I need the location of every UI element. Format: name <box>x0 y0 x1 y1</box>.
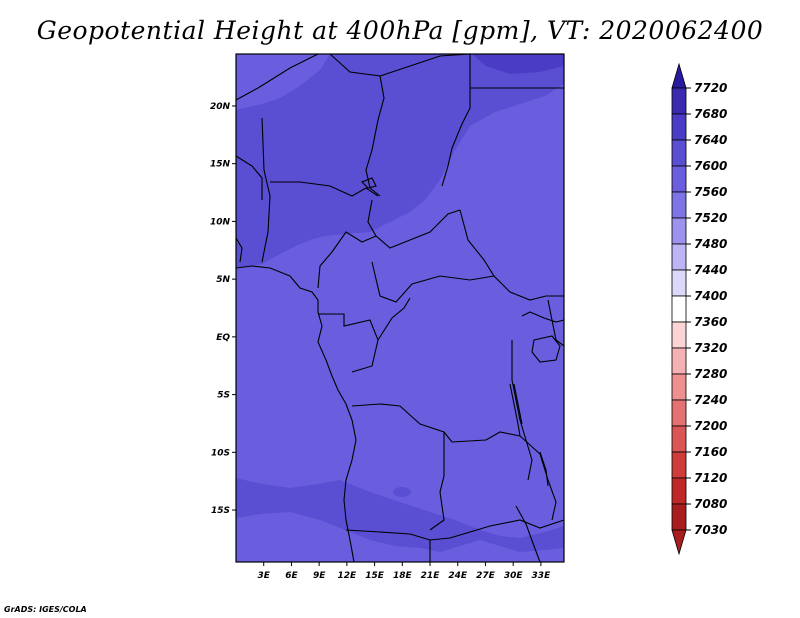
colorbar-tick-label: 7440 <box>694 263 727 277</box>
longitude-ticks: 3E 6E 9E 12E 15E 18E 21E 24E 27E 30E 33E <box>258 562 552 581</box>
border-nigeria-north <box>270 181 379 197</box>
colorbar-tick-label: 7030 <box>694 523 727 537</box>
colorbar-tick-label: 7360 <box>694 315 727 329</box>
border-drc-east <box>511 340 533 481</box>
colorbar-tick-label: 7560 <box>694 185 727 199</box>
colorbar-swatch <box>671 165 687 193</box>
colorbar-swatch <box>671 243 687 271</box>
map-panel: 20N 15N 10N 5N EQ 5S 10S 15S 3E 6E 9E 12E 15E 18E 21E… <box>210 53 565 581</box>
lake-victoria <box>531 335 561 363</box>
colorbar-swatch <box>671 425 687 453</box>
latitude-ticks: 20N 15N 10N 5N EQ 5S 10S 15S <box>210 102 236 516</box>
coastline-west-africa <box>235 265 357 563</box>
field-7600-north <box>236 54 564 268</box>
colorbar-tick-label: 7280 <box>694 367 727 381</box>
colorbar-swatch <box>671 347 687 375</box>
country-borders <box>235 53 565 563</box>
field-7640-northeast <box>472 54 564 74</box>
border-zambia <box>451 431 557 521</box>
field-7560-south-strip <box>236 512 564 562</box>
lon-tick-label: 12E <box>338 571 358 581</box>
colorbar-top-arrow <box>671 62 687 89</box>
colorbar-swatch <box>671 451 687 479</box>
lat-tick-label: EQ <box>216 333 230 343</box>
lon-tick-label: 15E <box>365 571 385 581</box>
lat-tick-label: 10S <box>211 448 230 458</box>
colorbar-tick-label: 7240 <box>694 393 727 407</box>
border-nigeria <box>261 117 271 263</box>
lake-tanganyika <box>509 383 523 437</box>
colorbar-swatch <box>671 373 687 401</box>
coast-ghana <box>235 237 243 263</box>
border-mozambique <box>515 505 541 563</box>
field-7560-northwest <box>236 54 330 110</box>
colorbar-tick-label: 7320 <box>694 341 727 355</box>
border-angola-north <box>351 403 453 443</box>
colorbar-tick-label: 7480 <box>694 237 727 251</box>
border-car-south <box>371 261 495 303</box>
lon-tick-label: 3E <box>258 571 271 581</box>
colorbar: 7720 7680 7640 7600 7560 7520 7480 7440 7400 7360… <box>671 62 727 556</box>
lake-malawi <box>539 451 549 487</box>
colorbar-tick-label: 7080 <box>694 497 727 511</box>
lon-tick-label: 27E <box>476 571 496 581</box>
lon-tick-label: 30E <box>504 571 524 581</box>
colorbar-swatch <box>671 139 687 167</box>
colorbar-swatch <box>671 477 687 505</box>
border-angola-east <box>429 432 445 531</box>
lon-tick-label: 18E <box>393 571 413 581</box>
lake-chad <box>361 177 377 189</box>
border-sahara <box>235 53 319 101</box>
colorbar-swatch <box>671 191 687 219</box>
colorbar-tick-label: 7600 <box>694 159 727 173</box>
border-namibia <box>345 519 565 541</box>
colorbar-swatch <box>671 87 687 115</box>
colorbar-swatch <box>671 295 687 323</box>
border-west-coast <box>235 155 263 200</box>
map-title: Geopotential Height at 400hPa [gpm], VT:… <box>36 16 764 45</box>
lat-tick-label: 15N <box>210 160 231 170</box>
lat-tick-label: 5N <box>216 275 230 285</box>
lat-tick-label: 15S <box>211 506 230 516</box>
border-mali-niger <box>329 53 385 197</box>
kenya-border <box>547 299 565 347</box>
colorbar-tick-label: 7680 <box>694 107 727 121</box>
colorbar-swatch <box>671 321 687 349</box>
border-cameroon <box>317 199 377 289</box>
border-niger-chad <box>379 53 471 187</box>
colorbar-swatch <box>671 269 687 297</box>
border-sudan-south <box>459 209 564 301</box>
border-car-north <box>375 209 461 249</box>
grads-credit: GrADS: IGES/COLA <box>4 605 87 614</box>
colorbar-tick-label: 7640 <box>694 133 727 147</box>
lon-tick-label: 24E <box>448 571 468 581</box>
colorbar-bottom-arrow <box>671 529 687 556</box>
lat-tick-label: 20N <box>210 102 231 112</box>
lon-tick-label: 6E <box>285 571 298 581</box>
lat-tick-label: 5S <box>217 391 230 401</box>
lat-tick-label: 10N <box>210 217 231 227</box>
rift-east <box>521 311 565 323</box>
field-7600-patch <box>393 487 411 497</box>
lon-tick-label: 9E <box>313 571 326 581</box>
map-frame <box>235 53 565 563</box>
colorbar-tick-label: 7520 <box>694 211 727 225</box>
border-gabon <box>318 313 379 373</box>
colorbar-swatch <box>671 217 687 245</box>
colorbar-swatch <box>671 399 687 427</box>
lon-tick-label: 21E <box>421 571 441 581</box>
colorbar-swatch <box>671 113 687 141</box>
colorbar-tick-label: 7120 <box>694 471 727 485</box>
lon-tick-label: 33E <box>532 571 552 581</box>
colorbar-tick-label: 7720 <box>694 81 727 95</box>
colorbar-tick-label: 7400 <box>694 289 727 303</box>
colorbar-swatch <box>671 503 687 531</box>
border-congo-drc <box>377 297 411 341</box>
colorbar-tick-label: 7200 <box>694 419 727 433</box>
colorbar-tick-label: 7160 <box>694 445 727 459</box>
